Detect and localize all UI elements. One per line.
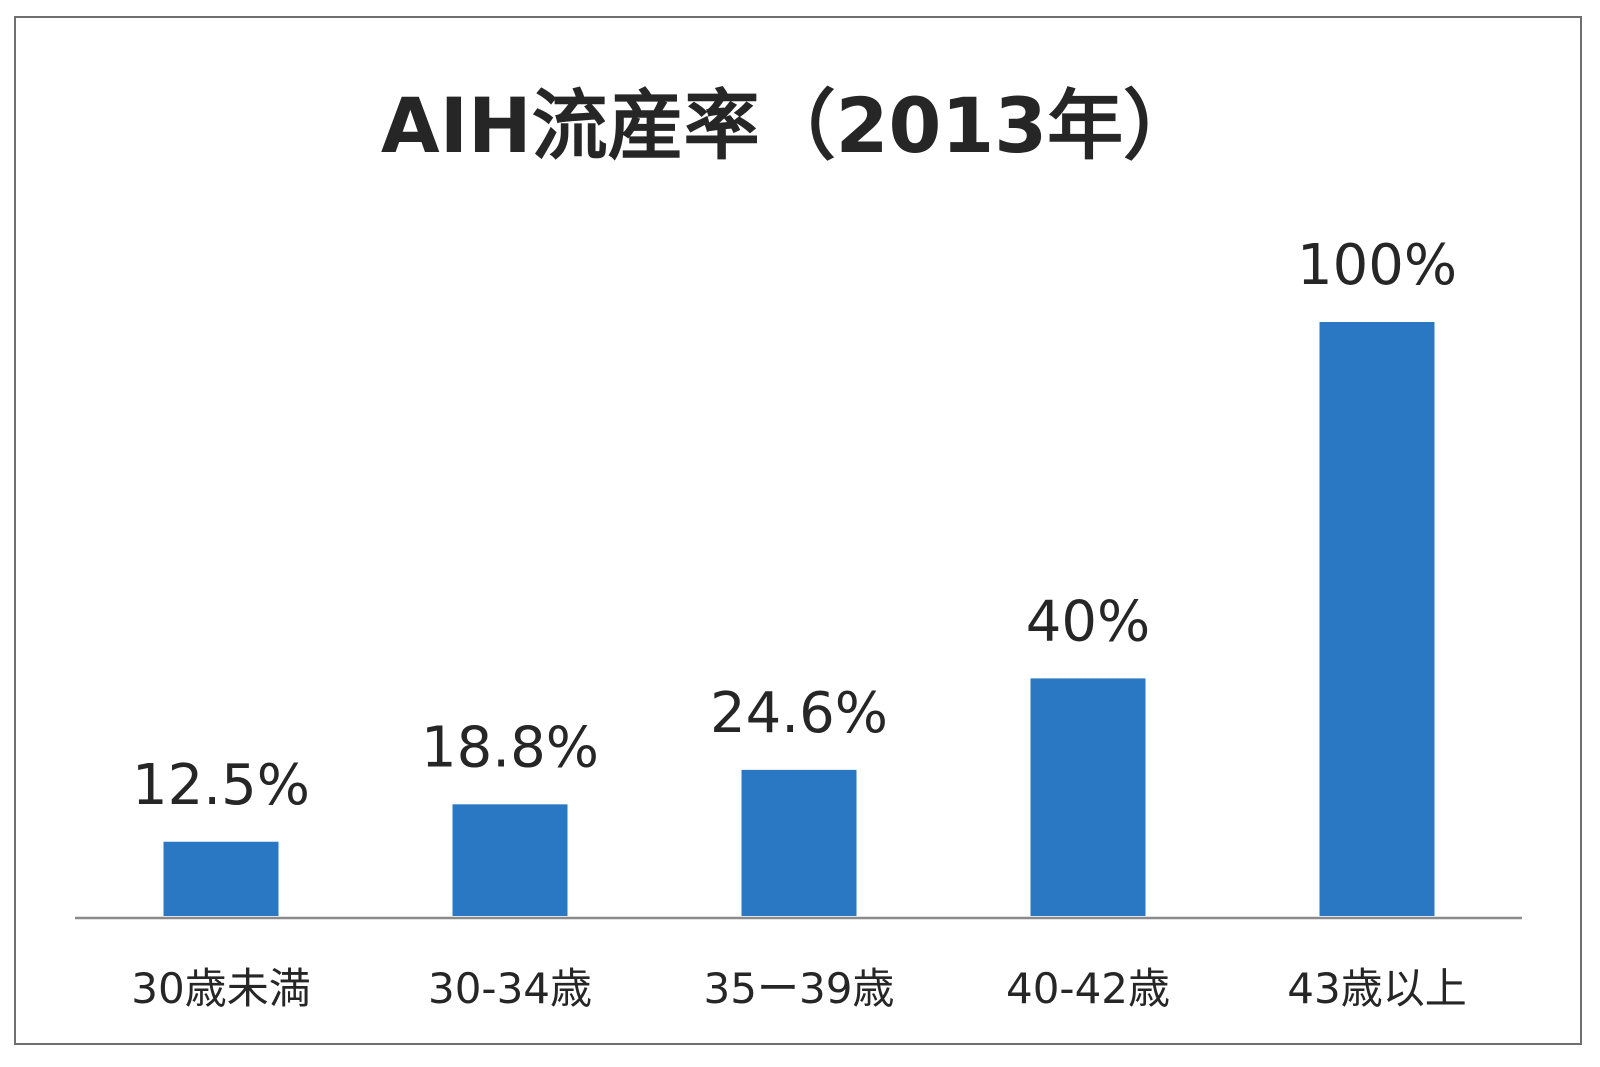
bar-5 bbox=[1319, 322, 1435, 916]
category-label-5: 43歳以上 bbox=[1287, 964, 1466, 1013]
category-label-2: 30-34歳 bbox=[428, 964, 592, 1013]
category-label-3: 35ー39歳 bbox=[704, 964, 895, 1013]
chart-title: AIH流産率（2013年） bbox=[381, 81, 1199, 170]
bar-4 bbox=[1030, 678, 1146, 916]
bar-3 bbox=[741, 769, 857, 916]
data-label-1: 12.5% bbox=[132, 753, 310, 818]
data-label-2: 18.8% bbox=[421, 715, 599, 780]
bar-1 bbox=[163, 841, 279, 916]
data-labels-group: 12.5% 18.8% 24.6% 40% 100% bbox=[132, 233, 1457, 818]
data-label-3: 24.6% bbox=[710, 681, 888, 746]
bars-group bbox=[163, 322, 1435, 916]
data-label-4: 40% bbox=[1026, 589, 1150, 654]
category-label-1: 30歳未満 bbox=[131, 964, 310, 1013]
category-label-4: 40-42歳 bbox=[1006, 964, 1170, 1013]
bar-2 bbox=[452, 804, 568, 916]
category-labels-group: 30歳未満 30-34歳 35ー39歳 40-42歳 43歳以上 bbox=[131, 964, 1466, 1013]
data-label-5: 100% bbox=[1297, 233, 1457, 298]
